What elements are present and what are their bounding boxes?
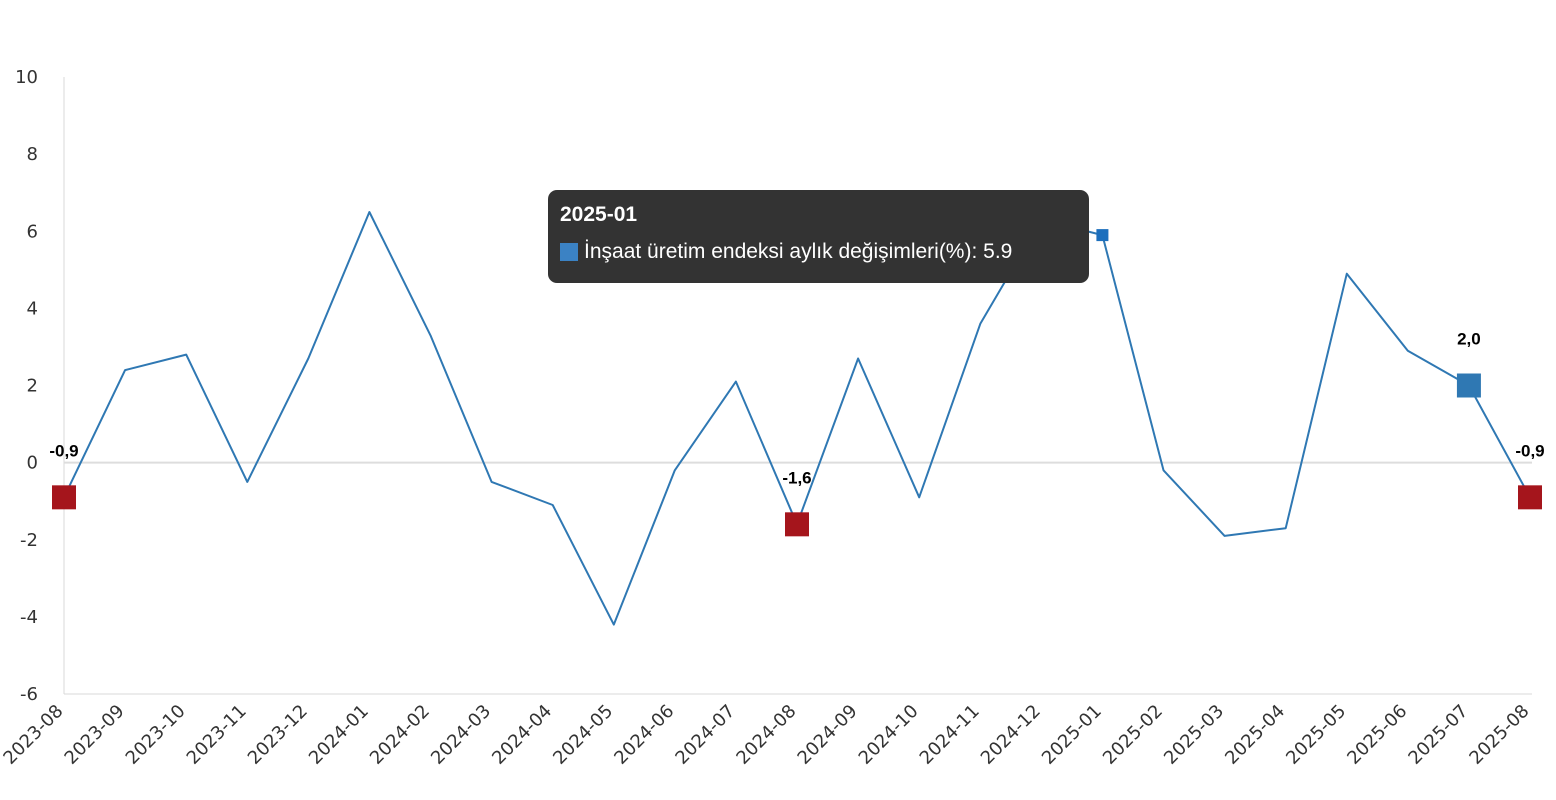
x-tick-label: 2025-01 — [1038, 701, 1106, 769]
data-label: -0,9 — [49, 441, 78, 460]
highlight-marker[interactable] — [1518, 485, 1542, 510]
point-markers[interactable] — [52, 229, 1542, 537]
y-tick-label: 6 — [27, 221, 38, 242]
y-tick-label: 8 — [27, 144, 38, 165]
highlight-marker[interactable] — [52, 485, 76, 510]
x-tick-label: 2023-09 — [61, 701, 129, 769]
data-label: -0,9 — [1515, 441, 1544, 460]
axes — [63, 77, 1532, 695]
tooltip-title: 2025-01 — [560, 203, 638, 226]
x-tick-label: 2024-11 — [916, 701, 984, 769]
x-tick-label: 2024-01 — [305, 701, 373, 769]
y-tick-label: -6 — [20, 684, 38, 705]
x-tick-label: 2025-03 — [1160, 701, 1228, 769]
x-tick-label: 2023-08 — [0, 701, 68, 769]
y-tick-label: 2 — [27, 376, 38, 397]
x-tick-label: 2023-11 — [183, 701, 251, 769]
x-tick-label: 2024-10 — [855, 701, 923, 769]
data-label: -1,6 — [782, 468, 811, 487]
x-axis-ticks: 2023-082023-092023-102023-112023-122024-… — [0, 701, 1534, 769]
x-tick-label: 2024-09 — [794, 701, 862, 769]
x-tick-label: 2024-12 — [977, 701, 1045, 769]
tooltip-value: 5.9 — [983, 240, 1013, 263]
tooltip-row: İnşaat üretim endeksi aylık değişimleri(… — [560, 239, 1077, 265]
x-tick-label: 2023-10 — [122, 701, 190, 769]
y-axis-ticks: -6 -4 -2 0 2 4 6 8 10 — [15, 67, 38, 705]
x-tick-label: 2025-08 — [1465, 701, 1533, 769]
x-tick-label: 2024-07 — [671, 701, 739, 769]
x-tick-label: 2024-03 — [427, 701, 495, 769]
x-tick-label: 2024-02 — [366, 701, 434, 769]
x-tick-label: 2024-08 — [732, 701, 800, 769]
tooltip-series-swatch — [560, 243, 578, 261]
data-labels: -0,9 -1,6 2,0 -0,9 — [49, 330, 1544, 488]
x-tick-label: 2024-05 — [549, 701, 617, 769]
tooltip-series-name: İnşaat üretim endeksi aylık değişimleri(… — [584, 240, 972, 263]
highlight-marker[interactable] — [785, 512, 809, 537]
highlight-marker[interactable] — [1456, 373, 1481, 398]
y-tick-label: 4 — [27, 298, 38, 319]
x-tick-label: 2025-06 — [1343, 701, 1411, 769]
x-tick-label: 2024-06 — [610, 701, 678, 769]
x-tick-label: 2025-04 — [1221, 701, 1289, 769]
x-tick-label: 2025-07 — [1404, 701, 1472, 769]
hover-marker[interactable] — [1096, 229, 1109, 242]
tooltip-separator: : — [971, 240, 984, 263]
data-label: 2,0 — [1457, 330, 1481, 349]
y-tick-label: 0 — [27, 453, 38, 474]
y-tick-label: -4 — [20, 607, 38, 628]
y-tick-label: 10 — [15, 67, 38, 88]
y-tick-label: -2 — [20, 530, 38, 551]
x-tick-label: 2023-12 — [244, 701, 312, 769]
x-tick-label: 2024-04 — [488, 701, 556, 769]
x-tick-label: 2025-02 — [1099, 701, 1167, 769]
hover-tooltip: 2025-01 İnşaat üretim endeksi aylık deği… — [548, 190, 1089, 283]
x-tick-label: 2025-05 — [1282, 701, 1350, 769]
